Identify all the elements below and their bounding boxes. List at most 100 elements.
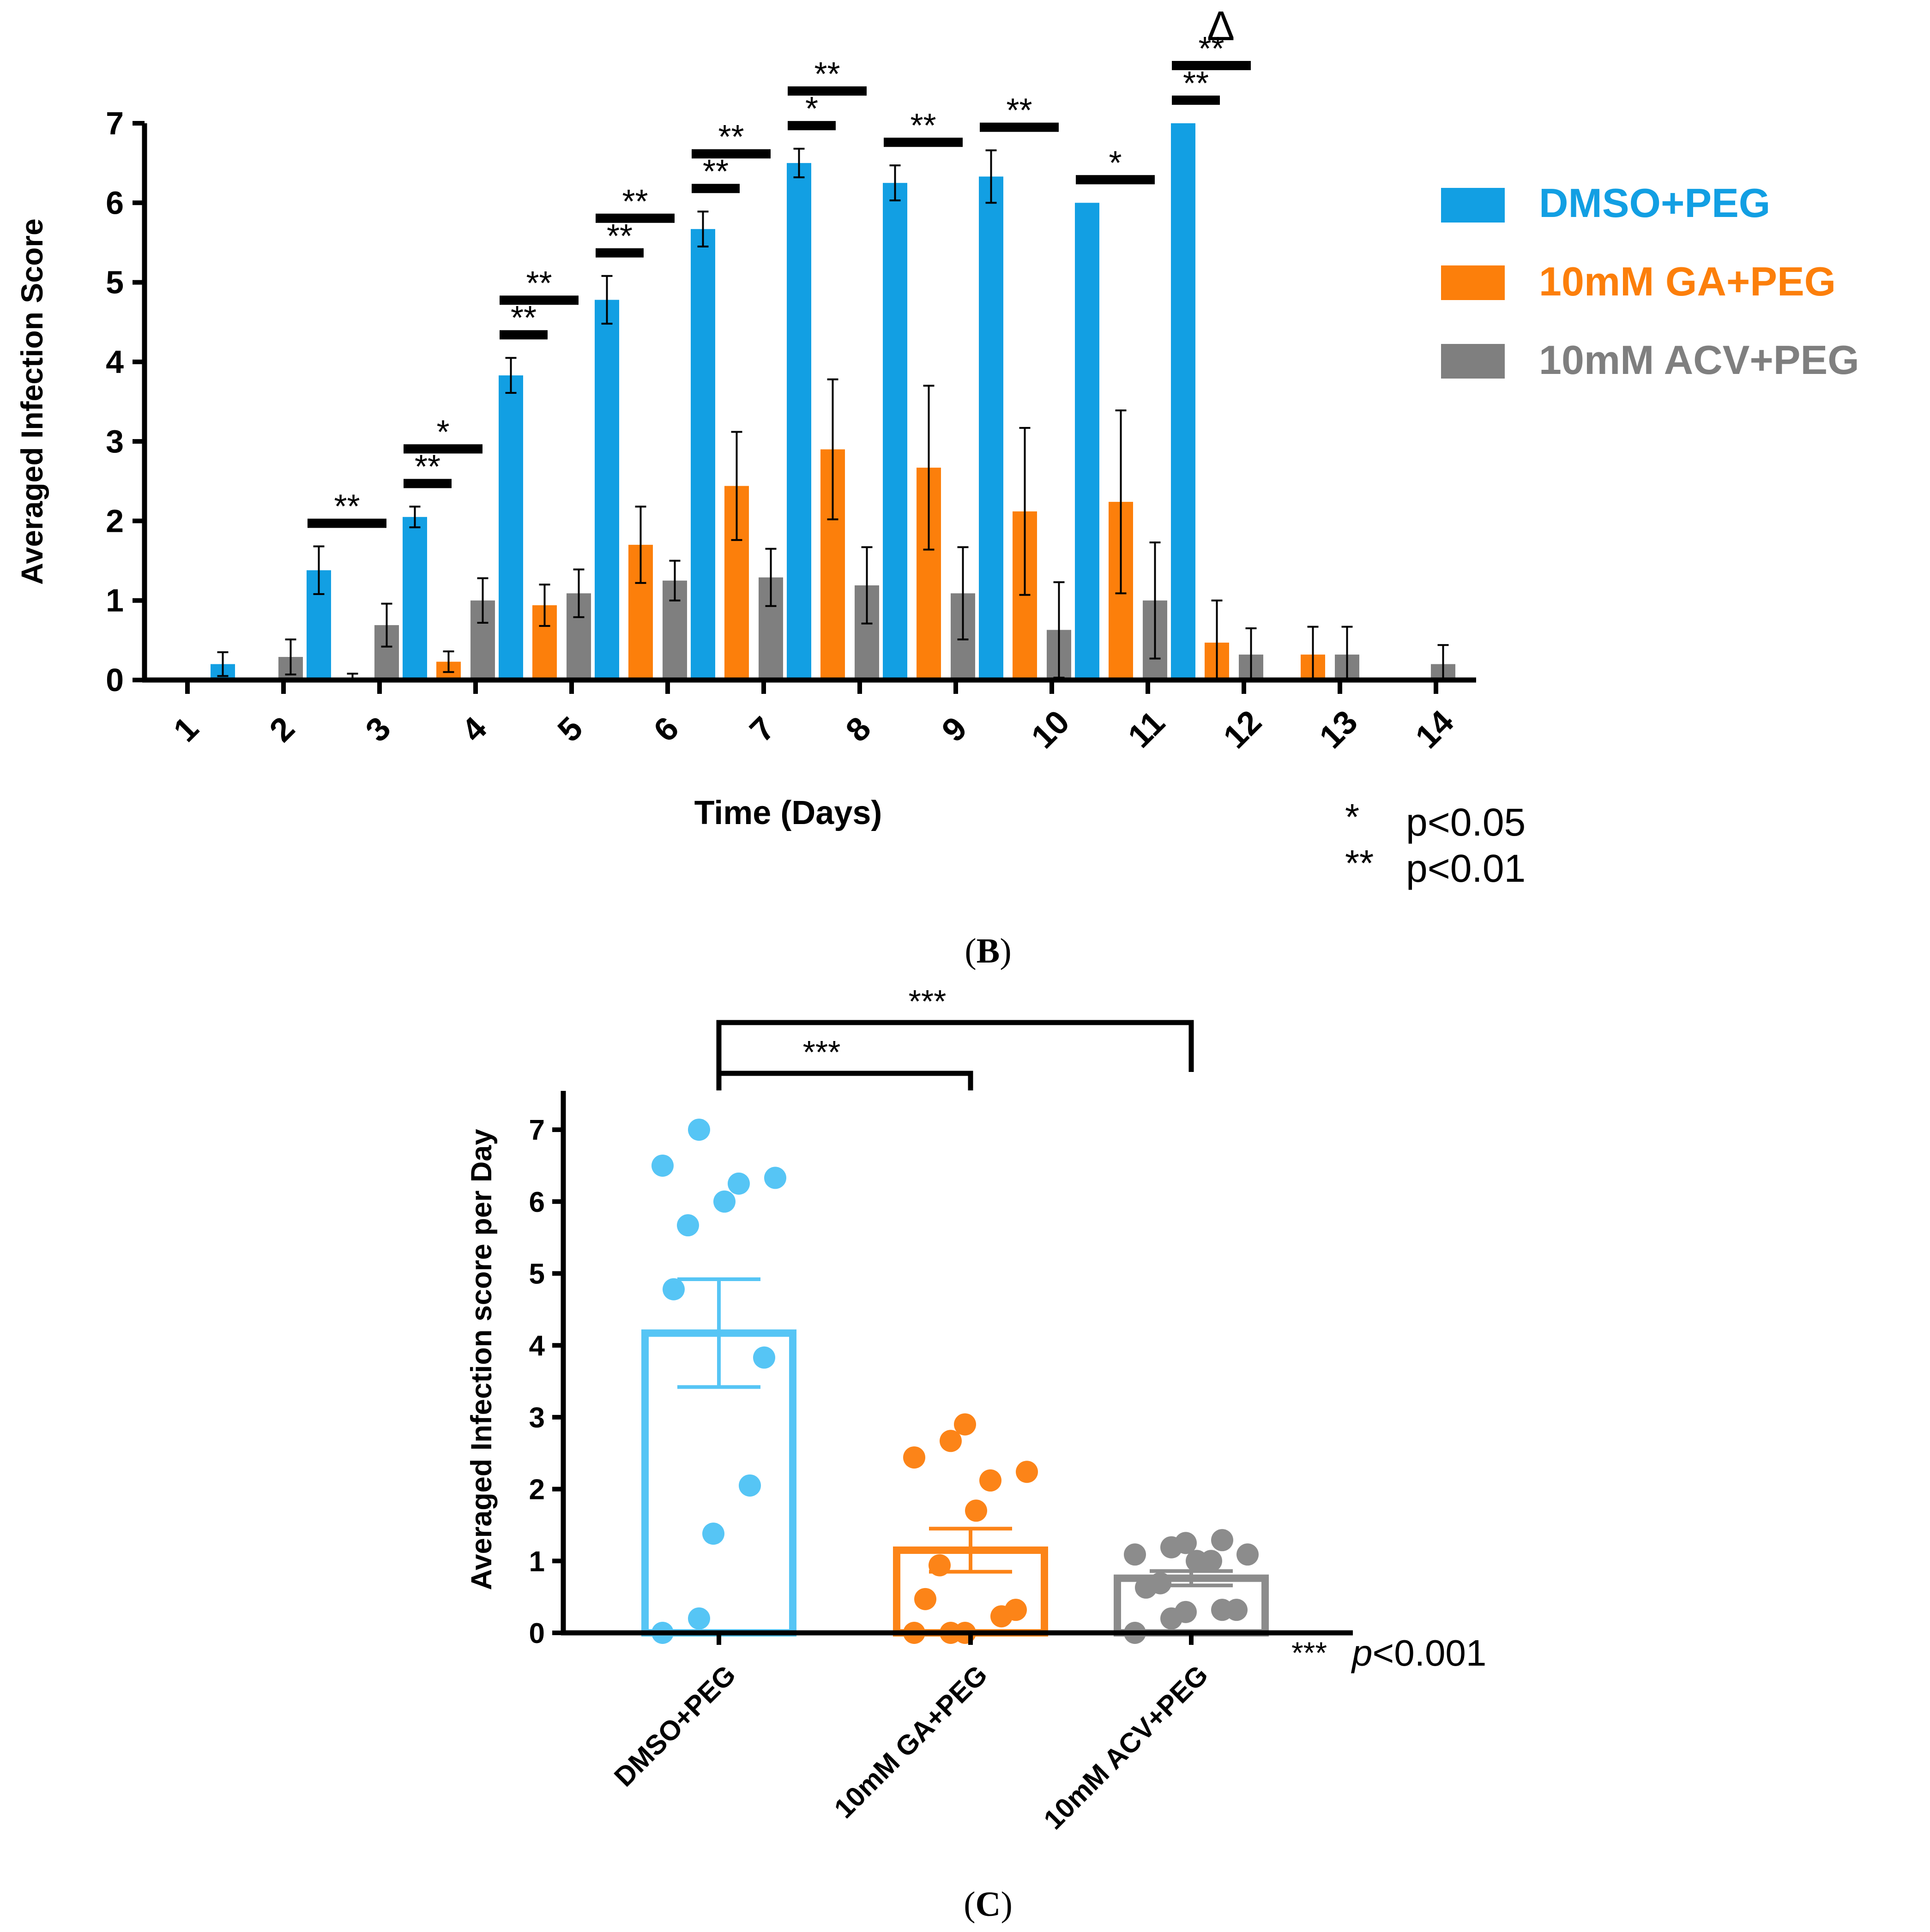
note-text-1: p<0.05 <box>1406 800 1526 844</box>
panel-c-point <box>929 1554 951 1577</box>
panel-c-point <box>940 1430 962 1452</box>
panel-c-point <box>1225 1599 1248 1621</box>
panel-b-sig-label-upper: ** <box>814 56 840 93</box>
panel-c-point <box>1175 1532 1197 1554</box>
panel-c-note-text: p<0.001 <box>1351 1632 1486 1673</box>
panel-c-caption-letter: C <box>976 1885 1001 1924</box>
panel-b-x-label: Time (Days) <box>694 794 882 831</box>
panel-c-point <box>1016 1461 1038 1483</box>
panel-b-caption: (B) <box>965 932 1011 970</box>
panel-c-point <box>1149 1572 1171 1595</box>
panel-b-sig-label-lower: ** <box>415 448 440 485</box>
panel-b-bar <box>691 229 715 680</box>
panel-b-sig-label-upper: * <box>436 414 449 451</box>
panel-b-bar <box>1075 203 1099 680</box>
panel-c-point <box>677 1214 699 1237</box>
panel-c-y-tick-label: 3 <box>529 1402 545 1434</box>
panel-c-comparison-label: *** <box>909 983 947 1019</box>
panel-c-point <box>914 1588 936 1610</box>
panel-c-y-tick-label: 4 <box>529 1330 545 1362</box>
panel-b-y-tick-label: 0 <box>106 662 124 698</box>
panel-c-point <box>1175 1601 1197 1623</box>
legend-label-dmso: DMSO+PEG <box>1539 180 1770 226</box>
panel-b-bar <box>883 183 907 680</box>
panel-b-sig-label-upper: ** <box>718 119 744 156</box>
panel-c-point <box>1200 1550 1222 1572</box>
panel-b-y-tick-label: 7 <box>106 105 124 141</box>
panel-c-point <box>688 1119 710 1141</box>
note-sym-1: * <box>1345 796 1359 837</box>
panel-b-bar <box>403 517 427 680</box>
panel-c-point <box>1211 1529 1233 1552</box>
panel-c-y-tick-label: 7 <box>529 1114 545 1146</box>
panel-b-y-tick-label: 1 <box>106 583 124 619</box>
panel-c-point <box>1005 1599 1027 1621</box>
panel-c-y-tick-label: 0 <box>529 1618 545 1649</box>
legend-label-acv: 10mM ACV+PEG <box>1539 337 1859 383</box>
panel-c-point <box>713 1190 736 1213</box>
panel-c-y-tick-label: 5 <box>529 1258 545 1290</box>
panel-c-point <box>728 1172 750 1195</box>
panel-b-bar <box>595 300 619 680</box>
panel-b-sig-label-lower: ** <box>703 153 729 190</box>
panel-b-sig-label-upper: ** <box>910 107 936 144</box>
panel-b-sig-label-lower: ** <box>607 218 633 255</box>
panel-c-point <box>651 1154 674 1177</box>
panel-c-point <box>979 1469 1001 1492</box>
panel-b-legend: DMSO+PEG 10mM GA+PEG 10mM ACV+PEG <box>1441 180 1859 383</box>
panel-c-point <box>903 1446 925 1469</box>
panel-c-significance-group: *** *** <box>716 983 1194 1090</box>
panel-b-sig-label-upper: ** <box>622 183 648 220</box>
panel-b-sig-label-lower: ** <box>1183 65 1209 102</box>
panel-c-note-value: <0.001 <box>1373 1632 1487 1673</box>
panel-b-bar <box>1171 123 1195 680</box>
panel-c-note: *** p<0.001 <box>1291 1632 1486 1673</box>
panel-b-y-tick-label: 2 <box>106 503 124 539</box>
panel-c-point <box>753 1346 775 1369</box>
panel-b-sig-label-upper: ** <box>1006 92 1032 129</box>
panel-c-y-tick-label: 2 <box>529 1474 545 1506</box>
panel-c-caption: (C) <box>964 1885 1013 1924</box>
panel-c-point <box>954 1413 976 1436</box>
panel-c-comparison-label: *** <box>803 1034 841 1070</box>
panel-b-bars-group <box>211 123 1455 680</box>
panel-c-point <box>688 1607 710 1630</box>
panel-c-point <box>1124 1543 1146 1566</box>
note-text-2: p<0.01 <box>1406 847 1526 890</box>
panel-b-sig-label-lower: * <box>805 90 818 127</box>
panel-c-comparison-bracket <box>716 1071 973 1090</box>
panel-b-bar <box>499 375 523 680</box>
panel-c-y-label: Averaged Infection score per Day <box>465 1129 498 1590</box>
panel-b-notes: * p<0.05 ** p<0.01 <box>1345 796 1526 890</box>
panel-c-comparison-bracket <box>716 1020 1194 1072</box>
panel-c-point <box>764 1167 786 1189</box>
panel-b-sig-label-upper: * <box>1109 144 1122 181</box>
note-sym-2: ** <box>1345 843 1374 884</box>
legend-swatch-ga <box>1441 265 1505 300</box>
panel-b-sig-label-upper: ** <box>1198 30 1224 67</box>
panel-b-y-tick-label: 3 <box>106 423 124 459</box>
panel-b-y-tick-label: 5 <box>106 265 124 301</box>
panel-c-y-tick-label: 1 <box>529 1546 545 1577</box>
panel-b-bar <box>979 176 1003 680</box>
panel-b-y-tick-label: 6 <box>106 185 124 221</box>
panel-c-point <box>702 1523 724 1545</box>
panel-b-caption-letter: B <box>977 932 1000 970</box>
panel-c-point <box>663 1278 685 1300</box>
panel-b-bar <box>787 163 811 680</box>
panel-b-y-tick-label: 4 <box>106 344 124 380</box>
panel-b-sig-label-lower: ** <box>511 300 537 337</box>
panel-b-sig-label-upper: ** <box>334 488 360 525</box>
panel-b-sig-label-upper: ** <box>526 265 552 302</box>
panel-b-triangle-marker: Δ <box>1207 3 1235 49</box>
panel-c-point <box>739 1474 761 1497</box>
panel-c-note-p: p <box>1351 1632 1373 1673</box>
panel-b-significance-group: ********************** *******Δ <box>308 3 1251 528</box>
legend-swatch-dmso <box>1441 188 1505 223</box>
legend-swatch-acv <box>1441 344 1505 379</box>
panel-b-y-label: Averaged Infection Score <box>15 218 49 584</box>
